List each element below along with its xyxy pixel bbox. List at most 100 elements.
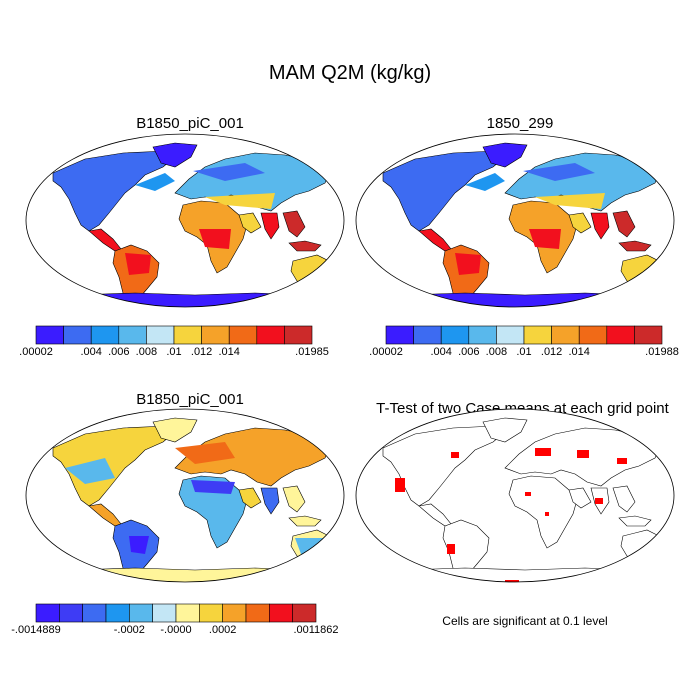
- continent-sea: [282, 210, 306, 238]
- colorbar-swatch-3: [105, 603, 130, 623]
- colorbar-swatch-1: [59, 603, 83, 623]
- map-panel-2: [355, 133, 675, 308]
- figure-title: MAM Q2M (kg/kg): [268, 62, 432, 84]
- colorbar-swatch-9: [245, 603, 270, 623]
- shade-eurasia-south: [205, 193, 275, 209]
- colorbar-swatch-9: [284, 325, 313, 345]
- colorbar-swatch-9: [634, 325, 663, 345]
- map-border: [355, 408, 675, 583]
- colorbar-tick-label: .008: [135, 346, 158, 358]
- shade-amazon: [455, 253, 481, 275]
- colorbar-tick-label: .004: [430, 346, 452, 358]
- colorbar-swatch-2: [440, 325, 470, 345]
- colorbar-tick-label: .012: [540, 346, 563, 358]
- colorbar-swatch-8: [256, 325, 285, 345]
- shade-na-mid: [465, 173, 505, 191]
- colorbar-tick-label: .00002: [369, 346, 403, 358]
- colorbar-swatch-1: [63, 325, 92, 345]
- continent-indo: [288, 515, 322, 527]
- shade-eurasia-south: [535, 193, 605, 209]
- panel-1-title-line1: B1850_piC_001: [136, 115, 244, 132]
- map-border: [25, 408, 345, 583]
- colorbar-swatch-0: [35, 603, 60, 623]
- colorbar-swatch-5: [152, 603, 177, 623]
- shade-congo: [529, 229, 561, 249]
- colorbar-swatch-0: [35, 325, 64, 345]
- colorbar-swatch-11: [292, 603, 317, 623]
- colorbar-swatch-6: [551, 325, 580, 345]
- shade-siberia: [193, 163, 265, 181]
- colorbar-swatch-3: [468, 325, 497, 345]
- significant-cell-7: [447, 544, 455, 554]
- colorbar-tick-label: .008: [485, 346, 508, 358]
- continent-india: [260, 487, 280, 515]
- continent-arabia: [568, 212, 592, 234]
- colorbar-tick-label: .01988: [645, 346, 679, 358]
- significant-cell-2: [577, 450, 589, 458]
- colorbar-swatch-3: [118, 325, 147, 345]
- significant-cell-8: [505, 580, 519, 582]
- colorbar-swatch-5: [173, 325, 202, 345]
- colorbar-swatch-6: [201, 325, 230, 345]
- colorbar-tick-label: .014: [568, 346, 590, 358]
- continent-arabia: [568, 487, 592, 509]
- colorbar-swatch-2: [82, 603, 107, 623]
- colorbar-tick-label: -.0000: [160, 624, 192, 636]
- continent-india: [590, 212, 610, 240]
- colorbar-tick-label: .00002: [19, 346, 53, 358]
- colorbar-tick-label: .0011862: [293, 624, 339, 636]
- significant-cell-3: [451, 452, 459, 458]
- map-border: [25, 133, 345, 308]
- map-panel-4: [355, 408, 675, 583]
- shade-amazon: [125, 253, 151, 275]
- colorbar-tick-label: .01985: [295, 346, 329, 358]
- colorbar-tick-label: .006: [108, 346, 130, 358]
- continent-arabia: [238, 487, 262, 509]
- significant-cell-5: [525, 492, 531, 496]
- colorbar-panel-2-labels: .00002 .004 .006 .008 .01 .012 .014 .01988: [369, 346, 679, 360]
- colorbar-tick-label: .01: [166, 346, 182, 358]
- panel-3-title-line1: B1850_piC_001: [136, 391, 244, 408]
- colorbar-tick-label: .0002: [208, 624, 237, 636]
- continent-indo: [288, 240, 322, 252]
- continent-greenland: [482, 417, 528, 443]
- significant-cell-1: [535, 448, 551, 456]
- shade-congo: [199, 229, 231, 249]
- continent-greenland: [482, 142, 528, 168]
- significant-cell-6: [545, 512, 549, 516]
- continent-arabia: [238, 212, 262, 234]
- colorbar-swatch-7: [199, 603, 223, 623]
- colorbar-tick-label: .01: [516, 346, 532, 358]
- map-panel-1: [25, 133, 345, 308]
- continent-ant: [403, 292, 656, 307]
- shade-na-interior: [65, 458, 115, 484]
- colorbar-swatch-5: [523, 325, 552, 345]
- map-border: [355, 133, 675, 308]
- colorbar-swatch-4: [496, 325, 525, 345]
- colorbar-swatch-7: [578, 325, 608, 345]
- continent-greenland: [152, 142, 198, 168]
- shade-siberia: [523, 163, 595, 181]
- map-panel-3: [25, 408, 345, 583]
- colorbar-swatch-2: [90, 325, 120, 345]
- panel-2-title-line1: 1850_299: [486, 115, 554, 132]
- colorbar-tick-label: -.0002: [113, 624, 145, 636]
- continent-sea: [612, 210, 636, 238]
- colorbar-swatch-0: [385, 325, 414, 345]
- colorbar-tick-label: -.0014889: [11, 624, 61, 636]
- colorbar-swatch-4: [146, 325, 175, 345]
- colorbar-swatch-10: [269, 603, 293, 623]
- shade-amazon: [129, 536, 149, 554]
- significance-note: Cells are significant at 0.1 level: [442, 614, 608, 628]
- colorbar-panel-1: [35, 325, 313, 345]
- continent-sea: [282, 485, 306, 513]
- continent-indo: [618, 515, 652, 527]
- colorbar-swatch-6: [175, 603, 200, 623]
- shade-na-mid: [135, 173, 175, 191]
- colorbar-tick-label: .004: [80, 346, 102, 358]
- colorbar-panel-3: [35, 603, 317, 623]
- colorbar-tick-label: .012: [190, 346, 213, 358]
- continent-india: [260, 212, 280, 240]
- significant-cell-9: [617, 458, 627, 464]
- continent-ant: [73, 292, 326, 307]
